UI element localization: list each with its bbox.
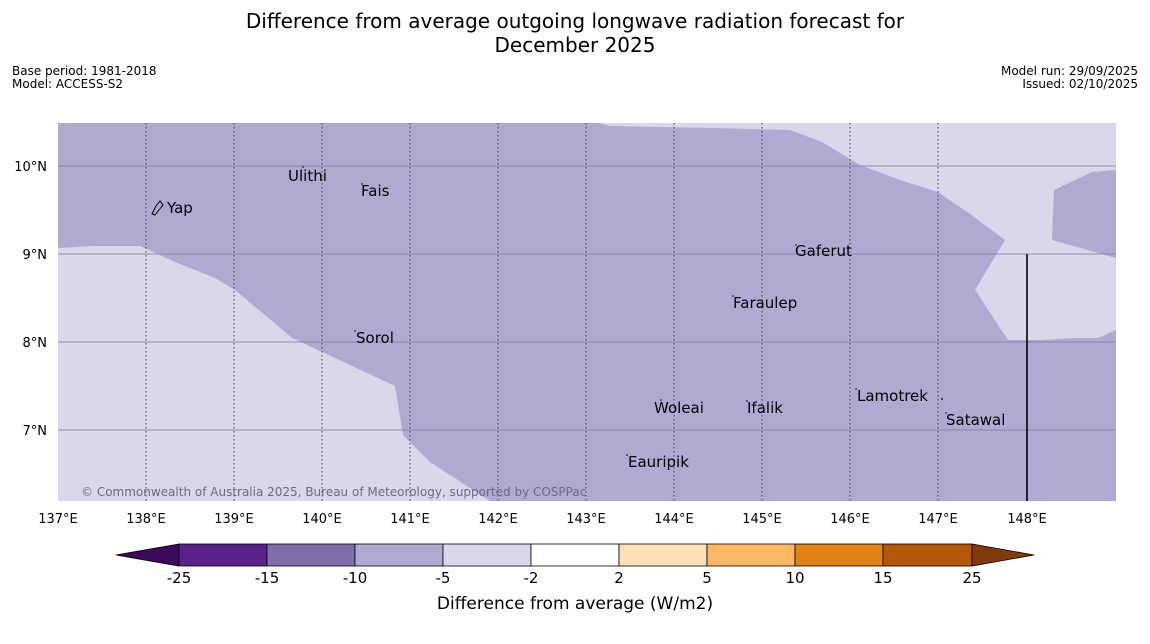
colorbar-label-10: 10 (785, 569, 805, 587)
colorbar-label-neg15: -15 (254, 569, 280, 587)
map-panel: Ulithi Fais Yap Gaferut Faraulep Sorol L… (58, 123, 1116, 501)
colorbar-extend-low (115, 543, 180, 567)
base-period: Base period: 1981-2018 (12, 64, 157, 78)
lon-tick-137e: 137°E (38, 512, 78, 527)
colorbar-segment-2 (266, 543, 356, 567)
lon-tick-140e: 140°E (302, 512, 342, 527)
colorbar-label-25: 25 (962, 569, 982, 587)
lon-tick-139e: 139°E (214, 512, 254, 527)
colorbar-segment-9 (882, 543, 973, 567)
colorbar-segment-4 (442, 543, 532, 567)
lon-tick-143e: 143°E (566, 512, 606, 527)
colorbar-label-15: 15 (873, 569, 893, 587)
latitude-axis: 10°N 9°N 8°N 7°N (14, 160, 47, 439)
colorbar-segment-5 (530, 543, 620, 567)
model-name: Model: ACCESS-S2 (12, 77, 124, 91)
colorbar-label-neg10: -10 (342, 569, 368, 587)
lon-tick-142e: 142°E (478, 512, 518, 527)
colorbar-title: Difference from average (W/m2) (436, 594, 714, 614)
colorbar-segment-3 (354, 543, 444, 567)
lon-tick-141e: 141°E (390, 512, 430, 527)
latitude-gridlines (58, 165, 1116, 431)
title-line-1: Difference from average outgoing longwav… (245, 9, 905, 33)
title-line-2: December 2025 (494, 33, 656, 57)
place-label-fais: Fais (361, 182, 390, 200)
lat-tick-7n: 7°N (23, 424, 48, 439)
issued-date: Issued: 02/10/2025 (1022, 77, 1138, 91)
colorbar-extend-high (971, 543, 1035, 567)
chart-title: Difference from average outgoing longwav… (0, 9, 1150, 57)
colorbar-label-2: 2 (614, 569, 624, 587)
lon-tick-148e: 148°E (1007, 512, 1047, 527)
colorbar-segment-1 (178, 543, 268, 567)
colorbar-label-neg5: -5 (435, 569, 451, 587)
place-label-ulithi: Ulithi (288, 167, 327, 185)
meta-left: Base period: 1981-2018 Model: ACCESS-S2 (12, 65, 157, 91)
place-label-woleai: Woleai (654, 399, 704, 417)
colorbar-label-5: 5 (702, 569, 712, 587)
colorbar-segment-8 (794, 543, 884, 567)
lon-tick-146e: 146°E (830, 512, 870, 527)
place-label-ifalik: Ifalik (747, 399, 783, 417)
colorbar-segment-7 (706, 543, 796, 567)
colorbar-label-neg25: -25 (166, 569, 192, 587)
colorbar-segment-6 (618, 543, 708, 567)
lon-tick-144e: 144°E (654, 512, 694, 527)
copyright-notice: © Commonwealth of Australia 2025, Bureau… (81, 485, 586, 499)
lat-tick-8n: 8°N (23, 336, 48, 351)
lon-tick-147e: 147°E (918, 512, 958, 527)
island-dots (302, 166, 947, 456)
place-label-sorol: Sorol (356, 329, 394, 347)
lon-tick-138e: 138°E (126, 512, 166, 527)
meta-right: Model run: 29/09/2025 Issued: 02/10/2025 (1001, 65, 1138, 91)
colorbar-label-neg2: -2 (523, 569, 539, 587)
place-label-faraulep: Faraulep (733, 294, 797, 312)
lon-tick-145e: 145°E (742, 512, 782, 527)
yap-island-shape (151, 200, 164, 216)
longitude-axis: 137°E 138°E 139°E 140°E 141°E 142°E 143°… (38, 512, 1047, 527)
place-label-eauripik: Eauripik (628, 453, 689, 471)
place-label-yap: Yap (166, 199, 193, 217)
place-label-lamotrek: Lamotrek (857, 387, 928, 405)
longitude-gridlines (145, 123, 939, 501)
model-run: Model run: 29/09/2025 (1000, 64, 1138, 78)
colorbar (115, 543, 1035, 567)
field-band-neg5-neg2-southwest (58, 246, 490, 501)
lat-tick-10n: 10°N (14, 160, 47, 175)
place-label-satawal: Satawal (946, 411, 1005, 429)
place-label-gaferut: Gaferut (795, 242, 852, 260)
field-band-neg5-neg2-northeast (598, 123, 1116, 340)
lat-tick-9n: 9°N (23, 248, 48, 263)
